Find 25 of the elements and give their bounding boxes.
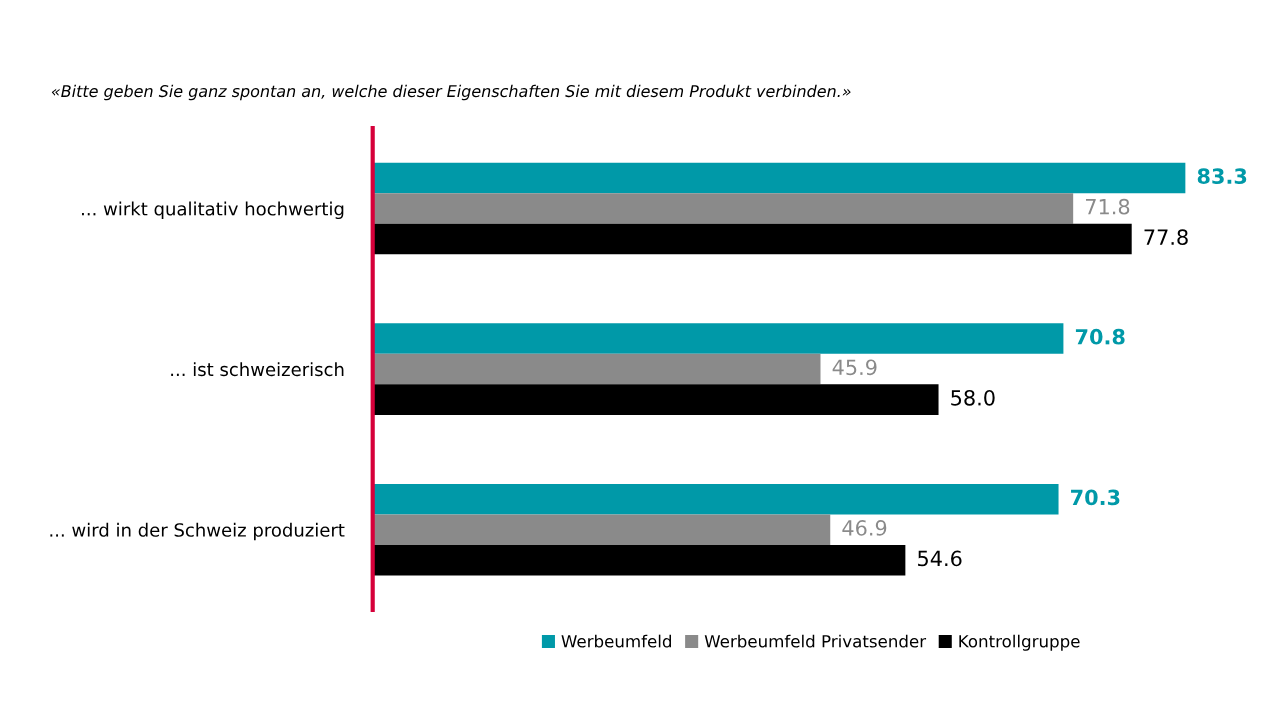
data-label: 71.8: [1085, 198, 1130, 215]
data-label: 83.3: [1197, 168, 1247, 184]
data-label: 70.8: [1075, 328, 1125, 345]
bar: [372, 353, 821, 385]
legend-label: Werbeumfeld Privatsender: [704, 634, 927, 648]
bar: [372, 483, 1059, 515]
data-label: 58.0: [951, 389, 995, 406]
data-label: 45.9: [832, 359, 877, 376]
y-tick-label: ... wirkt qualitativ hochwertig: [82, 201, 344, 220]
bar: [372, 193, 1074, 224]
bar: [372, 223, 1132, 255]
bar: [372, 514, 831, 545]
legend-label: Kontrollgruppe: [959, 634, 1080, 651]
y-tick-label: ... wird in der Schweiz produziert: [50, 522, 345, 541]
chart-title: «Bitte geben Sie ganz spontan an, welche dieser Eigenschaften Sie mit diesem Produkt verbinden.»: [51, 84, 851, 101]
bar: [372, 162, 1186, 194]
bar: [372, 544, 906, 576]
y-tick-label: ... ist schweizerisch: [171, 362, 344, 377]
legend-label: Werbeumfeld: [561, 634, 671, 648]
data-label: 46.9: [842, 520, 887, 536]
data-label: 70.3: [1071, 489, 1120, 506]
bar: [372, 323, 1064, 354]
data-label: 54.6: [918, 550, 962, 567]
bar: [372, 384, 939, 415]
data-label: 77.8: [1144, 229, 1188, 246]
